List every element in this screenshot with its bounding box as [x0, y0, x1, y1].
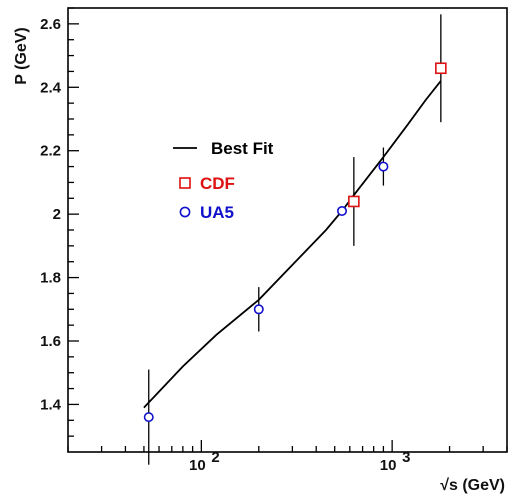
y-tick-label: 2.6: [40, 16, 61, 33]
best-fit-curve: [143, 80, 442, 409]
x-tick-label-exponent: 2: [211, 449, 219, 466]
legend-label-ua5: UA5: [200, 203, 234, 222]
y-tick-label: 1.8: [40, 270, 61, 287]
cdf-data-point: [348, 195, 360, 208]
legend-label-best-fit: Best Fit: [211, 139, 274, 158]
y-tick-label: 1.4: [40, 396, 62, 413]
y-tick-label: 2.4: [40, 79, 62, 96]
legend-square-symbol: [179, 177, 191, 189]
y-tick-label: 1.6: [40, 333, 61, 350]
ua5-data-point: [143, 412, 154, 423]
x-tick-label-base: 10: [189, 457, 206, 474]
data-points-layer: [143, 14, 447, 465]
ua5-data-point: [336, 205, 347, 216]
x-tick-label-base: 10: [380, 457, 397, 474]
legend-circle-symbol: [179, 206, 191, 218]
y-axis-title: P (GeV): [13, 27, 30, 85]
axis-labels: √s (GeV) P (GeV): [13, 27, 505, 494]
legend: Best Fit CDF UA5: [173, 139, 274, 222]
x-tick-label-exponent: 3: [402, 449, 410, 466]
y-tick-label: 2.2: [40, 143, 61, 160]
cdf-data-point: [435, 62, 447, 75]
axis-ticks: 1.4 1.6 1.8 2 2.2 2.4 2.6 10 2 10 3: [40, 7, 508, 474]
y-tick-label: 2: [53, 206, 61, 223]
ua5-data-point: [378, 161, 389, 172]
ua5-data-point: [253, 304, 264, 315]
legend-label-cdf: CDF: [200, 174, 235, 193]
fit-curve-layer: [143, 80, 442, 409]
x-axis-title: √s (GeV): [440, 477, 505, 494]
